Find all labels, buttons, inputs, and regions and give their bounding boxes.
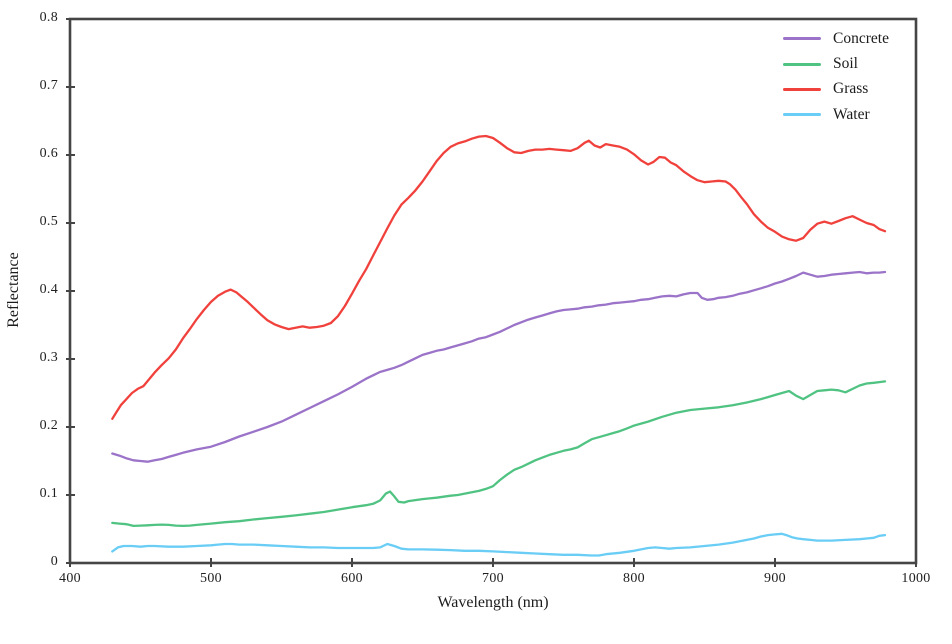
legend-label: Grass [833,80,869,98]
y-tick-label: 0.5 [39,214,58,229]
x-tick-label: 900 [764,571,786,586]
legend-label: Water [833,105,870,123]
legend-line-swatch [783,37,821,41]
legend-item-grass: Grass [783,77,889,102]
series-line-water [111,532,887,557]
y-tick-label: 0 [50,554,58,569]
x-tick-label: 700 [482,571,504,586]
y-tick-label: 0.7 [39,78,58,93]
x-tick-label: 800 [623,571,645,586]
legend-line-swatch [783,87,821,91]
legend-label: Soil [833,55,858,73]
legend-label: Concrete [833,29,889,47]
x-tick-label: 400 [59,571,81,586]
y-tick-label: 0.6 [39,146,58,161]
y-tick-label: 0.4 [39,282,58,297]
y-tick-label: 0.8 [39,10,58,25]
x-tick-label: 600 [341,571,363,586]
y-tick-label: 0.1 [39,486,58,501]
legend-item-concrete: Concrete [783,26,889,51]
x-tick-label: 1000 [901,571,931,586]
series-line-grass [111,134,887,420]
legend-item-water: Water [783,102,889,127]
y-tick-label: 0.3 [39,350,58,365]
series-line-soil [111,380,887,528]
y-tick-label: 0.2 [39,418,58,433]
series-line-concrete [111,270,887,463]
legend: Concrete Soil Grass Water [783,26,889,128]
legend-line-swatch [783,62,821,66]
legend-item-soil: Soil [783,51,889,76]
legend-line-swatch [783,113,821,117]
x-axis-title: Wavelength (nm) [437,594,549,611]
x-tick-label: 500 [200,571,222,586]
